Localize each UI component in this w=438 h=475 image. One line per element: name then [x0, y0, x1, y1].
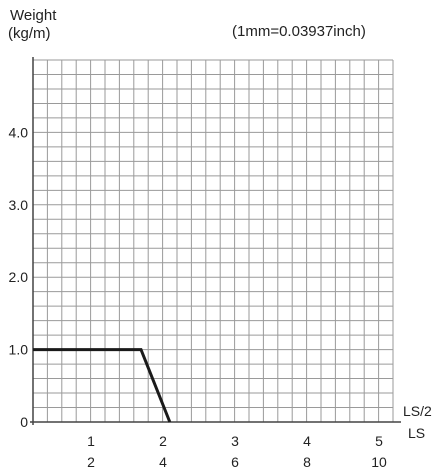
- y-tick-label: 0: [20, 414, 28, 430]
- x-tick-label-ls: 8: [303, 454, 311, 470]
- chart-axes: [30, 57, 401, 425]
- x-tick-label-ls2: 2: [159, 433, 167, 449]
- x-tick-label-ls: 6: [231, 454, 239, 470]
- chart-series: [33, 348, 172, 423]
- x-tick-label-ls: 4: [159, 454, 167, 470]
- tick-labels: 0 1.0 2.0 3.0 4.0 1 2 3 4 5 2 4 6 8 10: [9, 124, 387, 470]
- x-tick-label-ls2: 5: [375, 433, 383, 449]
- chart-grid: [32, 59, 394, 423]
- y-axis-title-line2: (kg/m): [8, 25, 51, 42]
- x-unit-label-ls: LS: [408, 425, 425, 441]
- x-unit-label-ls2: LS/2: [403, 403, 432, 419]
- y-tick-label: 3.0: [9, 197, 29, 213]
- x-tick-label-ls2: 1: [87, 433, 95, 449]
- y-axis-title-line1: Weight: [10, 7, 57, 24]
- unit-conversion-note: (1mm=0.03937inch): [232, 23, 366, 40]
- x-tick-label-ls: 10: [371, 454, 387, 470]
- x-tick-label-ls2: 3: [231, 433, 239, 449]
- y-tick-label: 1.0: [9, 342, 29, 358]
- x-tick-label-ls2: 4: [303, 433, 311, 449]
- x-tick-label-ls: 2: [87, 454, 95, 470]
- data-series-line: [33, 348, 172, 423]
- y-tick-label: 2.0: [9, 269, 29, 285]
- y-tick-label: 4.0: [9, 124, 29, 140]
